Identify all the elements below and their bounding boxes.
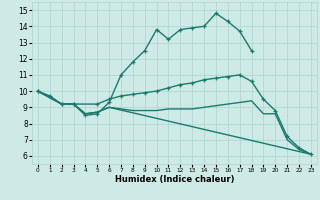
X-axis label: Humidex (Indice chaleur): Humidex (Indice chaleur) — [115, 175, 234, 184]
